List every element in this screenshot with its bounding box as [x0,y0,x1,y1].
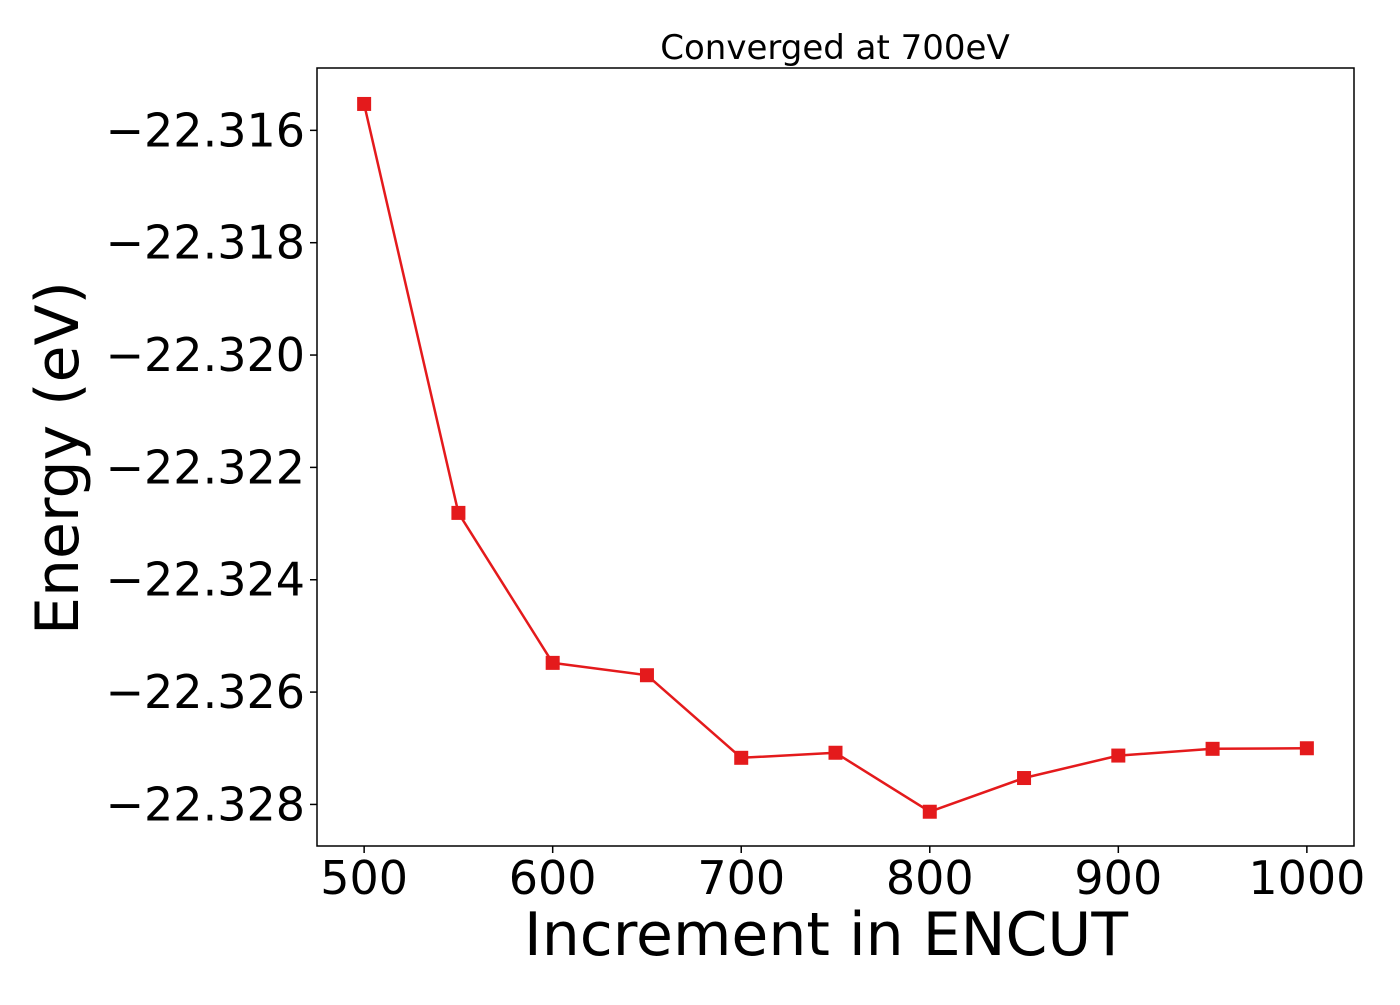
data-point [1017,771,1032,786]
data-point [451,505,466,520]
y-tick-label: −22.328 [106,777,306,831]
y-tick-label: −22.324 [106,553,306,607]
x-tick-label: 1000 [1248,851,1365,905]
y-tick-label: −22.318 [106,216,306,270]
x-tick-label: 600 [509,851,597,905]
y-tick-label: −22.322 [106,440,306,494]
x-tick-label: 900 [1074,851,1162,905]
data-point [922,804,937,819]
x-tick-label: 700 [697,851,785,905]
data-point [1299,741,1314,756]
x-tick-label: 800 [886,851,974,905]
data-point [357,96,372,111]
x-tick-label: 500 [320,851,408,905]
series-layer [357,96,1314,819]
x-axis-label: Increment in ENCUT [524,900,1128,970]
y-tick-label: −22.326 [106,665,306,719]
x-axis-ticks: 500 600 700 800 900 1000 [320,846,1365,905]
y-tick-label: −22.316 [106,103,306,157]
y-tick-label: −22.320 [106,328,306,382]
data-point [828,745,843,760]
chart-title: Converged at 700eV [660,28,1009,68]
data-point [639,668,654,683]
y-axis-label: Energy (eV) [23,281,93,635]
y-axis-ticks: −22.316 −22.318 −22.320 −22.322 −22.324 −22.3… [106,103,317,831]
data-point [734,750,749,765]
data-point [1111,748,1126,763]
plot-area-frame [316,67,1355,847]
series-line [362,103,1307,813]
data-point [545,655,560,670]
data-point [1205,741,1220,756]
